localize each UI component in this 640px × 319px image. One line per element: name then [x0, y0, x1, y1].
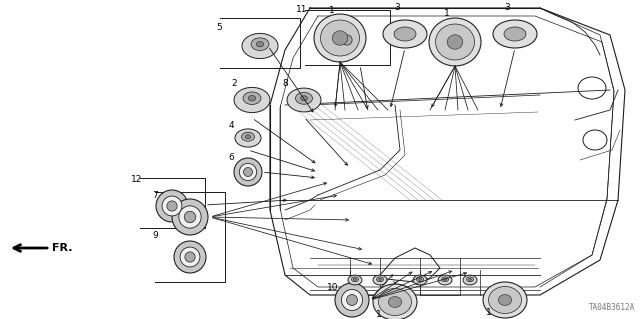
Ellipse shape: [242, 33, 278, 59]
Ellipse shape: [314, 14, 366, 62]
Ellipse shape: [354, 278, 356, 280]
Circle shape: [244, 167, 253, 176]
Ellipse shape: [251, 38, 269, 50]
Text: 7: 7: [152, 190, 158, 199]
Ellipse shape: [394, 27, 416, 41]
Ellipse shape: [378, 288, 412, 315]
Text: 1: 1: [486, 308, 492, 317]
Circle shape: [156, 190, 188, 222]
Ellipse shape: [417, 277, 424, 282]
Circle shape: [337, 30, 357, 50]
Ellipse shape: [296, 92, 312, 104]
Ellipse shape: [348, 275, 362, 285]
Ellipse shape: [332, 31, 348, 45]
Text: 12: 12: [131, 175, 142, 184]
Text: 1: 1: [444, 9, 450, 18]
Ellipse shape: [444, 278, 447, 280]
Circle shape: [179, 206, 201, 228]
Ellipse shape: [235, 129, 261, 147]
Circle shape: [342, 35, 352, 45]
Text: 1: 1: [376, 310, 382, 319]
Ellipse shape: [321, 20, 360, 56]
Ellipse shape: [468, 278, 472, 280]
Ellipse shape: [499, 295, 511, 305]
Text: 3: 3: [394, 3, 400, 12]
Circle shape: [167, 201, 177, 211]
Text: 8: 8: [282, 78, 288, 87]
Ellipse shape: [467, 277, 474, 282]
Ellipse shape: [257, 41, 264, 47]
Ellipse shape: [419, 278, 421, 280]
Ellipse shape: [463, 275, 477, 285]
Ellipse shape: [379, 278, 381, 280]
Ellipse shape: [429, 18, 481, 66]
Circle shape: [331, 24, 363, 56]
Ellipse shape: [373, 275, 387, 285]
Text: 6: 6: [228, 153, 234, 162]
Ellipse shape: [351, 277, 358, 282]
Circle shape: [172, 199, 208, 235]
Text: 2: 2: [232, 78, 237, 87]
Ellipse shape: [376, 277, 383, 282]
Ellipse shape: [483, 282, 527, 318]
Text: TA04B3612A: TA04B3612A: [589, 303, 635, 312]
Ellipse shape: [243, 92, 261, 105]
Ellipse shape: [447, 35, 463, 49]
Circle shape: [174, 241, 206, 273]
Ellipse shape: [287, 88, 321, 112]
Circle shape: [234, 158, 262, 186]
Text: 11: 11: [296, 5, 307, 14]
Ellipse shape: [241, 132, 255, 141]
Circle shape: [347, 294, 357, 305]
Text: 4: 4: [228, 121, 234, 130]
Ellipse shape: [301, 96, 307, 101]
Circle shape: [342, 289, 362, 310]
Circle shape: [239, 163, 257, 181]
Ellipse shape: [442, 277, 449, 282]
Text: 3: 3: [504, 3, 510, 12]
Circle shape: [335, 283, 369, 317]
Text: FR.: FR.: [52, 243, 72, 253]
Circle shape: [184, 211, 196, 223]
Ellipse shape: [248, 95, 255, 101]
Ellipse shape: [383, 20, 427, 48]
Ellipse shape: [504, 27, 526, 41]
Text: 1: 1: [329, 6, 335, 15]
Ellipse shape: [234, 87, 270, 113]
Circle shape: [185, 252, 195, 262]
Circle shape: [162, 196, 182, 216]
Ellipse shape: [435, 24, 474, 60]
Ellipse shape: [438, 275, 452, 285]
Ellipse shape: [493, 20, 537, 48]
Ellipse shape: [388, 297, 402, 308]
Text: 9: 9: [152, 231, 158, 240]
Ellipse shape: [413, 275, 427, 285]
Text: 5: 5: [216, 24, 222, 33]
Ellipse shape: [373, 284, 417, 319]
Ellipse shape: [488, 286, 522, 314]
Ellipse shape: [245, 135, 251, 139]
Circle shape: [180, 247, 200, 267]
Text: 10: 10: [326, 284, 338, 293]
